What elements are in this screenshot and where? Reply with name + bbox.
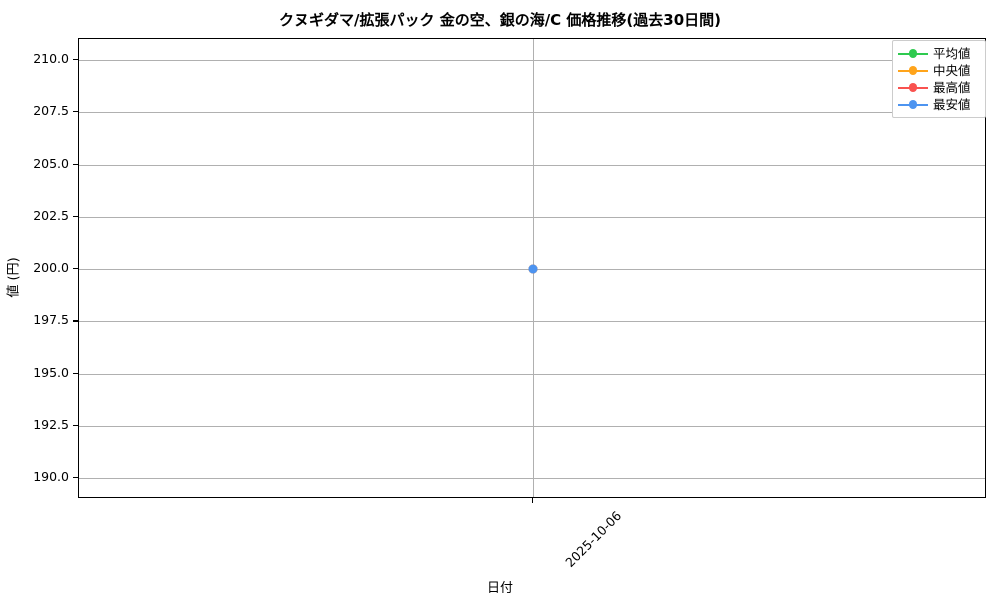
- legend-item[interactable]: 中央値: [898, 62, 980, 79]
- gridline-horizontal: [79, 373, 985, 375]
- y-axis-tick-label: 202.5: [33, 207, 69, 223]
- x-axis-tick-mark: [532, 498, 534, 503]
- legend-label: 最安値: [933, 97, 971, 112]
- gridline-horizontal: [79, 112, 985, 114]
- y-axis-tick-mark: [73, 268, 78, 270]
- legend-label: 最高値: [933, 80, 971, 95]
- y-axis-tick-mark: [73, 163, 78, 165]
- y-axis-tick-mark: [73, 320, 78, 322]
- legend-label: 平均値: [933, 46, 971, 61]
- legend-marker-icon: [898, 47, 928, 61]
- legend-dot-icon: [908, 100, 918, 109]
- legend-label: 中央値: [933, 63, 971, 78]
- x-axis-tick-label: 2025-10-06: [562, 508, 625, 570]
- gridline-horizontal: [79, 216, 985, 218]
- chart-legend: 平均値中央値最高値最安値: [892, 40, 986, 118]
- gridline-horizontal: [79, 478, 985, 480]
- legend-dot-icon: [908, 49, 918, 58]
- legend-dot-icon: [908, 83, 918, 92]
- legend-dot-icon: [908, 66, 918, 75]
- y-axis-tick-mark: [73, 424, 78, 427]
- data-point: [528, 264, 538, 274]
- y-axis-tick-mark: [73, 215, 78, 217]
- y-axis-tick-label: 205.0: [33, 155, 69, 171]
- plot-area: [78, 38, 986, 498]
- legend-marker-icon: [898, 64, 928, 78]
- y-axis-tick-mark: [73, 372, 78, 374]
- chart-title: クヌギダマ/拡張パック 金の空、銀の海/C 価格推移(過去30日間): [279, 11, 721, 29]
- y-axis-tick-label: 197.5: [33, 312, 69, 328]
- y-axis-tick-mark: [73, 477, 78, 479]
- legend-item[interactable]: 最高値: [898, 79, 980, 96]
- legend-marker-icon: [898, 98, 928, 112]
- gridline-horizontal: [79, 321, 985, 323]
- y-axis-tick-label: 192.5: [33, 416, 69, 432]
- y-axis-tick-mark: [73, 111, 78, 113]
- y-axis-tick-label: 207.5: [33, 103, 69, 119]
- gridline-horizontal: [79, 164, 985, 166]
- legend-marker-icon: [898, 81, 928, 95]
- x-axis-label: 日付: [486, 581, 513, 596]
- gridline-horizontal: [79, 425, 985, 427]
- y-axis-tick-mark: [73, 58, 78, 61]
- legend-item[interactable]: 平均値: [898, 45, 980, 62]
- y-axis-tick-label: 210.0: [33, 50, 69, 66]
- y-axis-tick-label: 200.0: [33, 260, 69, 275]
- gridline-horizontal: [79, 59, 985, 61]
- legend-item[interactable]: 最安値: [898, 96, 980, 113]
- y-axis-tick-label: 190.0: [33, 469, 69, 485]
- y-axis-tick-label: 195.0: [33, 364, 69, 380]
